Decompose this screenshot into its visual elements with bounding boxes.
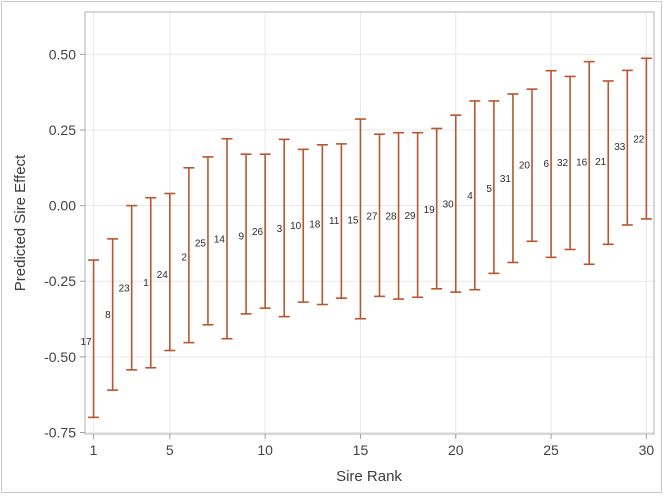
sire-number-label: 23 (119, 283, 131, 294)
sire-number-label: 33 (614, 142, 626, 153)
y-tick-label: 0.50 (49, 46, 76, 62)
sire-number-label: 11 (329, 216, 340, 227)
sire-number-label: 8 (105, 310, 111, 321)
x-tick-label: 5 (166, 442, 174, 458)
sire-number-label: 15 (347, 216, 359, 227)
sire-number-label: 32 (557, 158, 569, 169)
x-tick-label: 30 (639, 442, 655, 458)
sire-number-label: 17 (80, 337, 92, 348)
sire-number-label: 30 (443, 200, 455, 211)
sire-number-label: 10 (290, 221, 302, 232)
x-tick-label: 10 (257, 442, 273, 458)
sire-number-label: 14 (214, 234, 226, 245)
sire-number-label: 18 (309, 219, 321, 230)
sire-number-label: 31 (500, 174, 512, 185)
x-tick-label: 20 (448, 442, 464, 458)
sire-number-label: 24 (157, 270, 169, 281)
sire-number-label: 16 (576, 158, 588, 169)
sire-number-label: 25 (195, 239, 207, 250)
sire-number-label: 4 (467, 191, 473, 202)
sire-number-label: 29 (405, 211, 417, 222)
sire-number-label: 5 (486, 184, 492, 195)
sire-number-label: 20 (519, 160, 531, 171)
plot-frame (84, 11, 655, 435)
sire-number-label: 28 (385, 211, 397, 222)
sire-number-label: 26 (252, 227, 264, 238)
y-tick-label: -0.75 (44, 424, 76, 440)
x-axis-title: Sire Rank (336, 468, 402, 485)
y-axis-title: Predicted Sire Effect (12, 154, 29, 291)
x-tick-label: 25 (543, 442, 559, 458)
x-tick-label: 1 (90, 442, 98, 458)
figure-border (1, 1, 662, 493)
y-tick-label: -0.50 (44, 349, 76, 365)
sire-number-label: 9 (239, 231, 245, 242)
sire-number-label: 22 (633, 135, 645, 146)
sire-number-label: 3 (277, 224, 283, 235)
sire-number-label: 27 (366, 212, 378, 223)
sire-number-label: 1 (143, 278, 149, 289)
sire-number-label: 19 (424, 205, 436, 216)
sire-number-label: 2 (181, 253, 187, 264)
y-tick-label: 0.00 (49, 198, 76, 214)
sire-number-label: 6 (544, 159, 550, 170)
x-tick-label: 15 (353, 442, 369, 458)
y-tick-label: -0.25 (44, 273, 76, 289)
y-tick-label: 0.25 (49, 122, 76, 138)
sire-number-label: 21 (595, 157, 607, 168)
